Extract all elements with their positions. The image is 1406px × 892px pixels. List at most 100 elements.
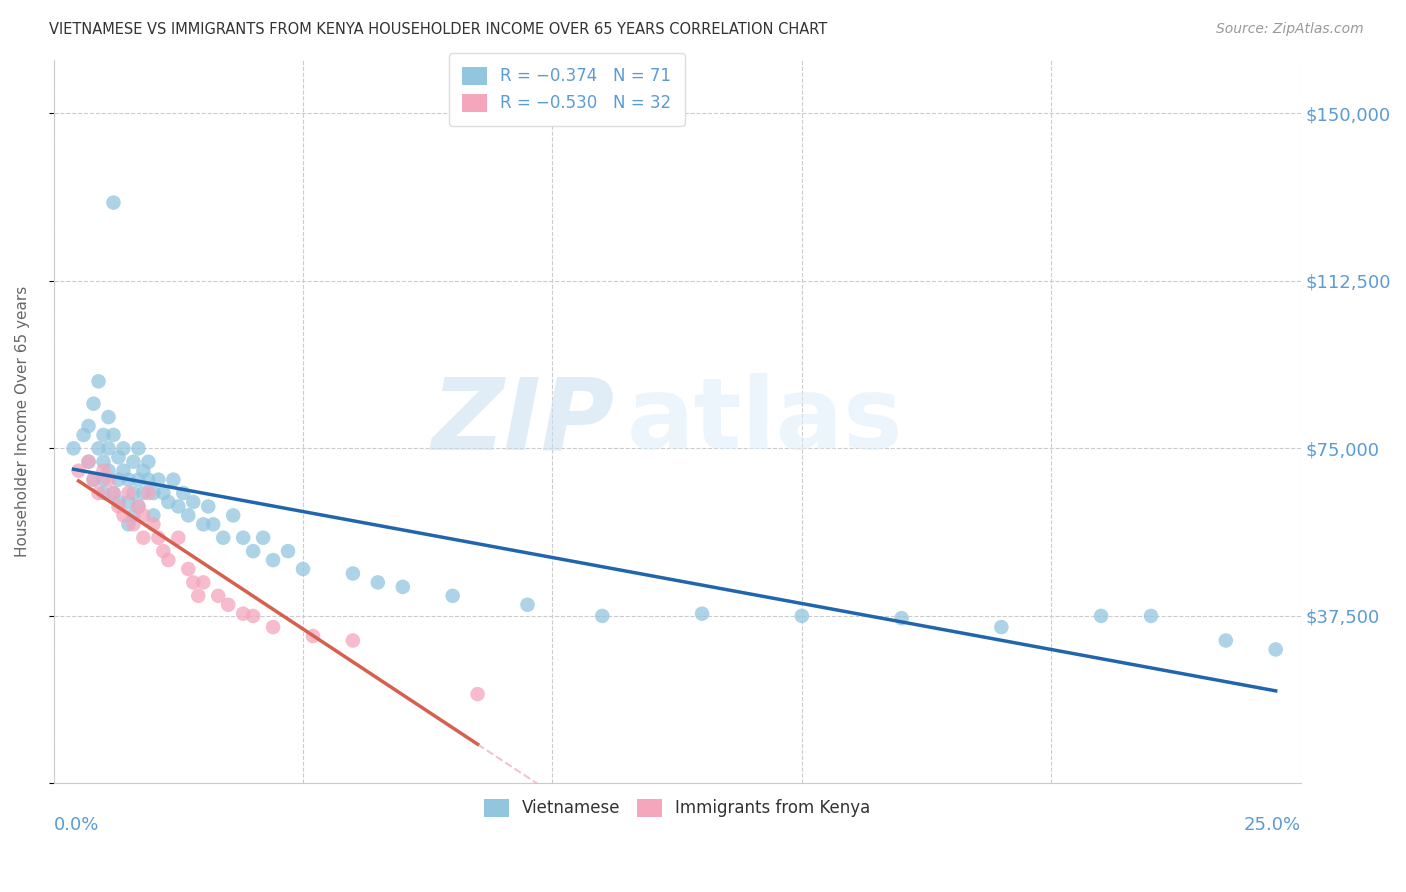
Y-axis label: Householder Income Over 65 years: Householder Income Over 65 years bbox=[15, 286, 30, 558]
Text: Source: ZipAtlas.com: Source: ZipAtlas.com bbox=[1216, 22, 1364, 37]
Point bbox=[127, 500, 149, 514]
Point bbox=[152, 486, 174, 500]
Point bbox=[77, 419, 100, 434]
Point bbox=[197, 500, 219, 514]
Point bbox=[790, 608, 813, 623]
Point bbox=[232, 531, 254, 545]
Point bbox=[132, 531, 155, 545]
Point bbox=[93, 464, 115, 478]
Point bbox=[252, 531, 274, 545]
Point bbox=[181, 495, 204, 509]
Point bbox=[990, 620, 1012, 634]
Point bbox=[148, 473, 170, 487]
Point bbox=[367, 575, 389, 590]
Point bbox=[202, 517, 225, 532]
Point bbox=[117, 495, 139, 509]
Point bbox=[177, 562, 200, 576]
Point bbox=[1215, 633, 1237, 648]
Text: atlas: atlas bbox=[627, 373, 904, 470]
Point bbox=[441, 589, 464, 603]
Point bbox=[93, 455, 115, 469]
Point bbox=[467, 687, 489, 701]
Point bbox=[162, 473, 184, 487]
Point bbox=[103, 486, 125, 500]
Point bbox=[97, 473, 120, 487]
Point bbox=[107, 450, 129, 465]
Point bbox=[97, 410, 120, 425]
Point bbox=[117, 517, 139, 532]
Point bbox=[157, 553, 180, 567]
Point bbox=[1090, 608, 1112, 623]
Point bbox=[103, 195, 125, 210]
Point bbox=[87, 442, 110, 456]
Point bbox=[127, 473, 149, 487]
Point bbox=[77, 455, 100, 469]
Point bbox=[142, 486, 165, 500]
Point bbox=[232, 607, 254, 621]
Point bbox=[142, 517, 165, 532]
Point bbox=[142, 508, 165, 523]
Point bbox=[302, 629, 325, 643]
Text: 25.0%: 25.0% bbox=[1243, 816, 1301, 834]
Point bbox=[83, 397, 105, 411]
Point bbox=[62, 442, 84, 456]
Point bbox=[122, 455, 145, 469]
Point bbox=[152, 544, 174, 558]
Point bbox=[193, 517, 215, 532]
Point bbox=[122, 486, 145, 500]
Point bbox=[112, 508, 135, 523]
Point bbox=[212, 531, 235, 545]
Point bbox=[148, 531, 170, 545]
Point bbox=[67, 464, 90, 478]
Point bbox=[112, 464, 135, 478]
Point bbox=[93, 428, 115, 442]
Point bbox=[167, 531, 190, 545]
Point bbox=[157, 495, 180, 509]
Point bbox=[93, 473, 115, 487]
Point bbox=[277, 544, 299, 558]
Text: VIETNAMESE VS IMMIGRANTS FROM KENYA HOUSEHOLDER INCOME OVER 65 YEARS CORRELATION: VIETNAMESE VS IMMIGRANTS FROM KENYA HOUS… bbox=[49, 22, 828, 37]
Point bbox=[127, 442, 149, 456]
Point bbox=[87, 374, 110, 388]
Point bbox=[138, 455, 160, 469]
Point bbox=[193, 575, 215, 590]
Point bbox=[1140, 608, 1163, 623]
Point bbox=[890, 611, 912, 625]
Point bbox=[242, 544, 264, 558]
Point bbox=[107, 500, 129, 514]
Point bbox=[138, 486, 160, 500]
Point bbox=[87, 486, 110, 500]
Point bbox=[132, 464, 155, 478]
Point bbox=[93, 486, 115, 500]
Text: ZIP: ZIP bbox=[432, 373, 614, 470]
Point bbox=[222, 508, 245, 523]
Point bbox=[138, 473, 160, 487]
Point bbox=[77, 455, 100, 469]
Legend: Vietnamese, Immigrants from Kenya: Vietnamese, Immigrants from Kenya bbox=[475, 790, 879, 826]
Point bbox=[342, 566, 364, 581]
Point bbox=[217, 598, 239, 612]
Point bbox=[122, 508, 145, 523]
Point bbox=[117, 486, 139, 500]
Point bbox=[132, 508, 155, 523]
Point bbox=[72, 428, 94, 442]
Point bbox=[132, 486, 155, 500]
Point bbox=[172, 486, 194, 500]
Point bbox=[97, 442, 120, 456]
Point bbox=[242, 608, 264, 623]
Point bbox=[591, 608, 613, 623]
Point bbox=[187, 589, 209, 603]
Point bbox=[112, 442, 135, 456]
Point bbox=[103, 428, 125, 442]
Point bbox=[516, 598, 538, 612]
Point bbox=[83, 473, 105, 487]
Point bbox=[262, 553, 284, 567]
Point bbox=[83, 473, 105, 487]
Point bbox=[292, 562, 315, 576]
Point bbox=[177, 508, 200, 523]
Point bbox=[342, 633, 364, 648]
Text: 0.0%: 0.0% bbox=[53, 816, 98, 834]
Point bbox=[690, 607, 713, 621]
Point bbox=[107, 473, 129, 487]
Point bbox=[262, 620, 284, 634]
